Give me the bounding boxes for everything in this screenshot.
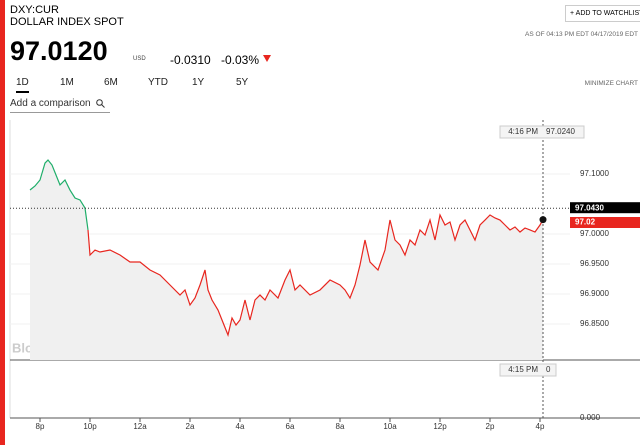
x-tick-label: 4a	[236, 422, 245, 431]
tab[interactable]: YTD	[148, 77, 168, 88]
volume-box	[499, 363, 557, 377]
x-tick-label: 8a	[336, 422, 345, 431]
reference-box	[570, 202, 640, 214]
last-point	[539, 216, 547, 224]
timestamp: AS OF 04:13 PM EDT 04/17/2019 EDT	[525, 31, 638, 38]
minimize[interactable]: MINIMIZE CHART	[584, 80, 638, 87]
y-tick-label: 97.1000	[580, 169, 609, 178]
crosshair-time: 4:16 PM	[508, 127, 538, 136]
tab[interactable]: 1D	[16, 77, 29, 93]
tab[interactable]: 6M	[104, 77, 118, 88]
comparison-placeholder: Add a comparison	[10, 98, 91, 109]
price: 97.0120	[10, 36, 108, 66]
x-tick-label: 12p	[433, 422, 447, 431]
last-box	[570, 217, 640, 228]
y-tick-label: 96.9000	[580, 289, 609, 298]
x-tick-label: 10a	[383, 422, 397, 431]
y-tick-label: 96.8500	[580, 319, 609, 328]
x-tick-label: 10p	[83, 422, 97, 431]
crosshair-box	[499, 125, 585, 139]
change: -0.0310	[170, 53, 211, 67]
reference-label: 97.0430	[575, 203, 604, 212]
search-icon	[96, 99, 105, 108]
tab[interactable]: 1Y	[192, 77, 205, 88]
price-line	[29, 159, 89, 231]
y-tick-label: 97.0000	[580, 229, 609, 238]
down-arrow	[263, 55, 271, 62]
tab[interactable]: 5Y	[236, 77, 249, 88]
area	[30, 160, 543, 360]
watchlist-button[interactable]: + ADD TO WATCHLIST	[565, 5, 640, 22]
currency: USD	[133, 56, 146, 62]
x-tick-label: 6a	[286, 422, 295, 431]
x-tick-label: 2p	[486, 422, 495, 431]
tabs: 1D 1M 6M YTD 1Y 5Y	[0, 77, 300, 93]
y-tick-label: 96.9500	[580, 259, 609, 268]
change-pct: -0.03%	[221, 53, 260, 67]
x-tick-label: 4p	[536, 422, 545, 431]
tab[interactable]: 1M	[60, 77, 74, 88]
accent-bar	[0, 0, 5, 445]
volume-tick-label: 0.000	[580, 413, 601, 422]
x-tick-label: 2a	[186, 422, 195, 431]
x-tick-label: 12a	[133, 422, 147, 431]
x-tick-label: 8p	[36, 422, 45, 431]
crosshair-value: 97.0240	[546, 127, 575, 136]
name: DOLLAR INDEX SPOT	[10, 16, 124, 28]
volume-time: 4:15 PM	[508, 365, 538, 374]
symbol: DXY:CUR	[10, 4, 59, 16]
price-line	[87, 213, 544, 337]
comparison-input[interactable]: Add a comparison	[10, 98, 110, 113]
volume-value: 0	[546, 365, 551, 374]
last-label: 97.02	[575, 218, 596, 227]
